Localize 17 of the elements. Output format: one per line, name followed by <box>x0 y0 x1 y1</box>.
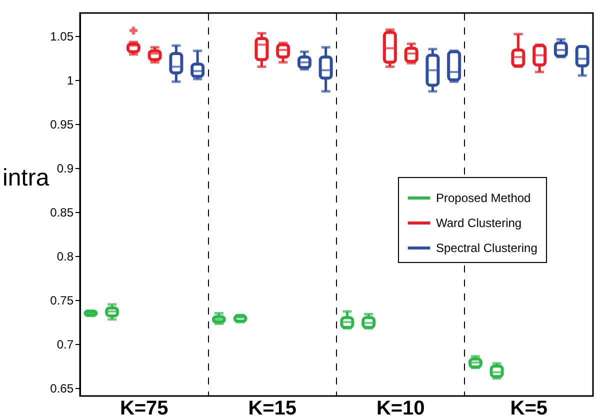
x-tick-label: K=75 <box>120 398 168 418</box>
legend-label: Spectral Clustering <box>436 241 538 255</box>
y-tick-label: 1 <box>66 73 74 88</box>
legend-label: Ward Clustering <box>436 216 522 230</box>
y-tick-label: 1.05 <box>50 29 74 44</box>
y-tick-label: 0.9 <box>56 161 74 176</box>
y-axis-title: intra <box>2 164 50 192</box>
y-tick-label: 0.85 <box>50 205 74 220</box>
y-tick-label: 0.95 <box>50 117 74 132</box>
y-tick-label: 0.8 <box>56 250 74 264</box>
x-tick-label: K=5 <box>510 398 548 418</box>
legend-label: Proposed Method <box>436 191 531 205</box>
x-tick-label: K=10 <box>376 398 425 418</box>
y-tick-label: 0.65 <box>50 382 74 396</box>
y-tick-label: 0.75 <box>50 294 74 308</box>
x-tick-label: K=15 <box>248 398 297 418</box>
y-tick-label: 0.7 <box>56 338 74 352</box>
